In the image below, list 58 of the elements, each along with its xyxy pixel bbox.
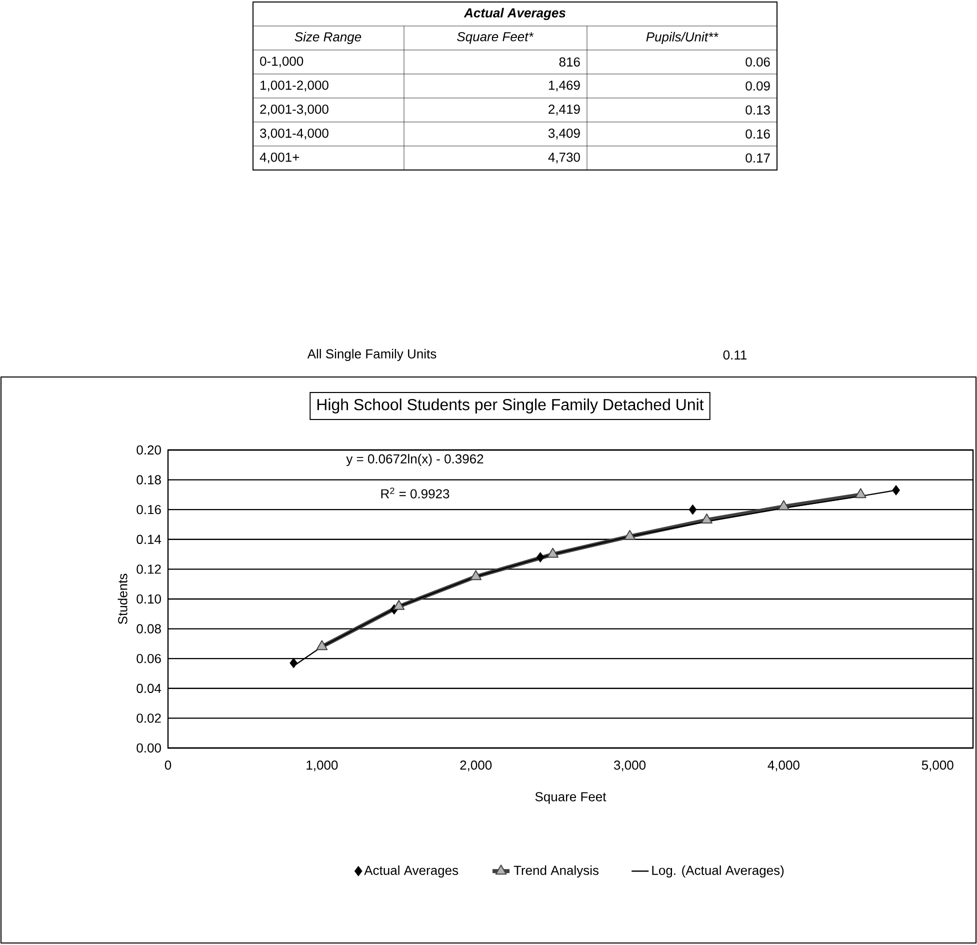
x-axis-title: Square Feet <box>535 792 606 804</box>
annotation: R$^{2}$ = 0.9923 <box>381 488 450 498</box>
text: 4,730 <box>548 152 580 164</box>
legend-label: Trend Analysis <box>514 865 599 878</box>
point <box>470 570 482 580</box>
point <box>547 548 559 558</box>
x-tick-label: 5,000 <box>922 760 954 772</box>
text: 0.16 <box>746 129 770 139</box>
point <box>688 504 697 515</box>
text: 3,001-4,000 <box>260 128 328 140</box>
x-tick-label: 4,000 <box>768 760 800 772</box>
text: 0.06 <box>746 57 770 67</box>
text: 2,419 <box>548 104 580 116</box>
text: Square Feet* <box>457 32 534 44</box>
y-tick-label: 0.12 <box>136 564 161 574</box>
point <box>393 600 405 610</box>
legend-label: Actual Averages <box>364 865 458 878</box>
y-tick-label: 0.02 <box>136 714 161 723</box>
y-tick-label: 0.20 <box>136 445 161 455</box>
y-tick-label: 0.08 <box>136 624 161 634</box>
y-axis-title: Students <box>118 574 128 624</box>
x-tick-label: 1,000 <box>306 760 338 772</box>
point <box>854 488 866 498</box>
chart-title: High School Students per Single Family Detached Unit <box>317 398 704 414</box>
x-tick-label: 2,000 <box>460 760 492 772</box>
text: 0.13 <box>746 105 770 115</box>
y-tick-label: 0.14 <box>136 534 162 544</box>
text: Actual Averages <box>464 8 566 20</box>
annotation: y = 0.0672ln(x) - 0.3962 <box>346 454 484 466</box>
text: 816 <box>559 57 580 67</box>
x-tick-label: 0 <box>164 760 172 770</box>
y-tick-label: 0.00 <box>136 743 161 753</box>
text: 1,469 <box>548 80 580 92</box>
x-tick-label: 3,000 <box>614 760 646 772</box>
text: 4,001+ <box>260 152 300 164</box>
point <box>624 530 636 540</box>
y-tick-label: 0.10 <box>136 594 161 604</box>
point <box>290 658 298 668</box>
text: 0.09 <box>746 81 770 91</box>
text: 0.11 <box>723 350 747 360</box>
y-tick-label: 0.06 <box>136 654 161 664</box>
y-tick-label: 0.04 <box>136 684 162 693</box>
text: Size Range <box>294 32 362 44</box>
text: 3,409 <box>548 128 580 140</box>
point <box>778 500 790 510</box>
point <box>701 514 712 524</box>
text: All Single Family Units <box>307 348 436 362</box>
text: Pupils/Unit** <box>646 32 718 44</box>
point <box>892 485 900 496</box>
y-tick-label: 0.18 <box>136 475 161 484</box>
text: 0-1,000 <box>260 56 304 68</box>
y-tick-label: 0.16 <box>136 504 161 514</box>
text: 2,001-3,000 <box>260 104 328 116</box>
text: 0.17 <box>746 153 770 163</box>
legend-label: Log. (Actual Averages) <box>652 865 784 878</box>
point <box>536 552 544 562</box>
text: 1,001-2,000 <box>260 80 328 92</box>
point <box>316 640 328 650</box>
